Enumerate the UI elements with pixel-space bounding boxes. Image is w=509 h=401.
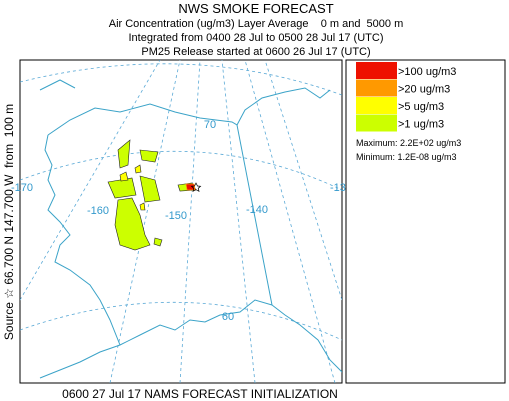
grid-label: -160: [87, 205, 109, 217]
maximum: Maximum: 2.2E+02 ug/m3: [356, 138, 461, 148]
grid-label: 60: [222, 311, 234, 323]
legend-label: >20 ug/m3: [398, 84, 450, 96]
graticule: [20, 150, 342, 191]
footer: 0600 27 Jul 17 NAMS FORECAST INITIALIZAT…: [62, 387, 338, 401]
plume: [107, 139, 163, 251]
plume: [119, 164, 146, 211]
legend-swatch: [356, 79, 397, 97]
graticule: [221, 60, 256, 383]
graticule: [264, 60, 342, 301]
source-marker: [190, 182, 202, 193]
subtitle: Integrated from 0400 28 Jul to 0500 28 J…: [129, 32, 384, 44]
coastline: [39, 79, 331, 126]
legend-label: >1 ug/m3: [398, 119, 444, 131]
graticule: [244, 60, 336, 383]
graticule: [109, 60, 181, 383]
legend-label: >100 ug/m3: [398, 66, 456, 78]
legend-swatch: [356, 62, 397, 79]
grid-label: 70: [204, 119, 216, 131]
title: NWS SMOKE FORECAST: [178, 1, 333, 16]
minimum: Minimum: 1.2E-08 ug/m3: [356, 152, 457, 162]
grid-label: -150: [165, 210, 187, 222]
subtitle: Air Concentration (ug/m3) Layer Average …: [109, 18, 404, 30]
legend-label: >5 ug/m3: [398, 101, 444, 113]
graticule: [20, 63, 342, 96]
source-label: Source ☆ 66.700 N 147.700 W from 100 m: [2, 104, 16, 340]
graticule: [20, 60, 161, 301]
legend-swatch: [356, 97, 397, 114]
legend-swatch: [356, 114, 397, 132]
graticule: [20, 301, 342, 341]
grid-label: -140: [246, 204, 268, 216]
subtitle: PM25 Release started at 0600 26 Jul 17 (…: [141, 46, 370, 58]
grid-label: -170: [11, 182, 33, 194]
coastline: [39, 103, 342, 379]
